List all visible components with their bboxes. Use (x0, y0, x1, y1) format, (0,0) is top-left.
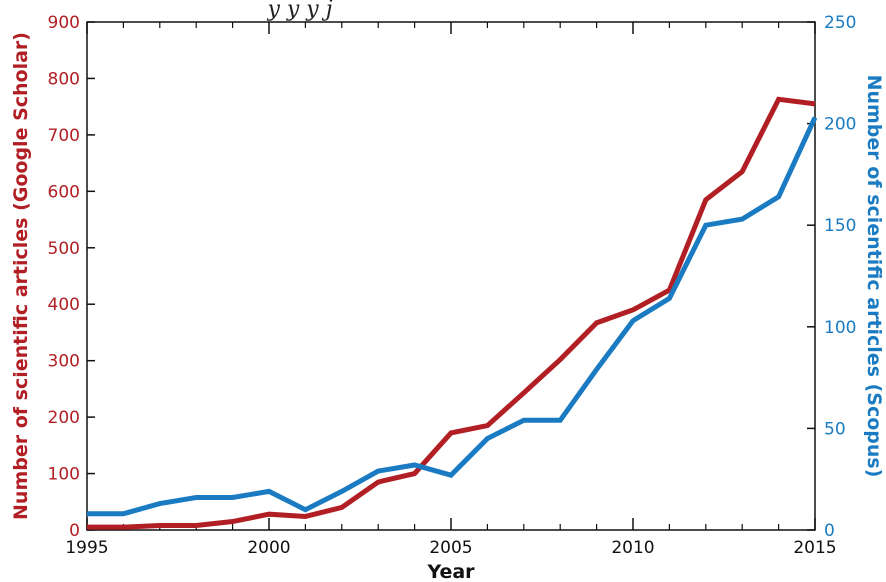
y-left-tick-label: 300 (48, 352, 80, 372)
y-right-tick-label: 150 (824, 216, 856, 236)
x-tick-label: 2010 (611, 538, 654, 558)
y-left-tick-label: 0 (69, 521, 80, 541)
y-right-tick-label: 100 (824, 318, 856, 338)
y-right-tick-label: 0 (824, 521, 835, 541)
y-left-tick-label: 600 (48, 182, 80, 202)
x-axis-title: Year (426, 561, 475, 582)
y-left-tick-label: 100 (48, 465, 80, 485)
series-line-scopus (87, 116, 818, 517)
x-tick-label: 2015 (793, 538, 836, 558)
x-tick-label: 2000 (247, 538, 290, 558)
y-left-tick-label: 500 (48, 239, 80, 259)
plot-layer: 1995 2000 2005 2010 201501002003004005006007… (10, 13, 885, 582)
y-left-axis-title: Number of scientific articles (Google Sc… (10, 32, 32, 520)
y-right-tick-label: 250 (824, 13, 856, 33)
y-left-tick-label: 800 (48, 69, 80, 89)
x-tick-label: 2005 (429, 538, 472, 558)
y-left-tick-label: 200 (48, 408, 80, 428)
y-left-tick-label: 400 (48, 295, 80, 315)
series-line-google-scholar (87, 96, 816, 530)
y-right-axis-title: Number of scientific articles (Scopus) (863, 75, 885, 478)
y-right-tick-label: 200 (824, 115, 856, 135)
plot-frame (86, 21, 816, 531)
y-left-tick-label: 900 (48, 13, 80, 33)
y-right-tick-label: 50 (824, 419, 846, 439)
y-left-tick-label: 700 (48, 126, 80, 146)
cropped-top-caption: y y y j (266, 0, 332, 22)
x-tick-label: 1995 (65, 538, 108, 558)
